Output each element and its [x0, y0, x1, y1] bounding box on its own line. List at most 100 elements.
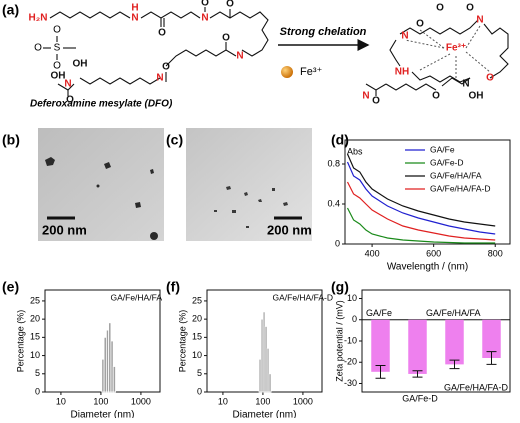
- category-label: GA/Fe-D: [402, 393, 438, 403]
- atom: N: [476, 15, 483, 26]
- y-tick-label: 20: [30, 314, 40, 324]
- atom: S: [54, 43, 61, 54]
- atom: N: [401, 31, 408, 42]
- x-tick-label: 600: [426, 248, 441, 258]
- atom: NH: [395, 67, 409, 78]
- scale-bar-label: 200 nm: [42, 222, 87, 237]
- scale-bar-label: 200 nm: [267, 222, 312, 237]
- y-tick-label: 25: [30, 295, 40, 305]
- atom: O: [53, 25, 61, 36]
- y-axis-title: Percentage (%): [177, 310, 187, 373]
- y-tick-label: 5: [197, 368, 202, 378]
- atom: N: [156, 73, 163, 84]
- iron-ball: [281, 66, 293, 78]
- atom: O: [53, 61, 61, 72]
- tem-particles: [45, 157, 158, 240]
- series-line: [346, 207, 496, 244]
- error-bar: [486, 351, 497, 365]
- atom: OH: [469, 91, 484, 102]
- atom: O: [158, 28, 166, 39]
- x-tick-label: 800: [488, 248, 503, 258]
- histogram-bar: [112, 366, 116, 393]
- bar: [445, 319, 464, 365]
- tem-image: [186, 128, 312, 241]
- y-tick-label: 15: [192, 332, 202, 342]
- annotation: GA/Fe/HA/FA-D: [273, 292, 333, 302]
- atom: Fe³⁺: [446, 43, 466, 54]
- x-axis-title: Diameter (nm): [233, 410, 297, 418]
- atom: O: [201, 0, 209, 9]
- chelation-bonds: [404, 25, 491, 80]
- legend-label: GA/Fe/HA/FA: [430, 170, 482, 180]
- y-axis-title: Percentage (%): [15, 310, 25, 373]
- panel-label: (e): [2, 279, 19, 295]
- x-tick-label: 400: [365, 248, 380, 258]
- error-bar: [449, 359, 460, 370]
- x-tick-label: 10: [56, 396, 66, 406]
- legend-label: GA/Fe-D: [430, 157, 464, 167]
- panel-label: (c): [166, 132, 183, 148]
- y-tick-label: 0: [352, 314, 357, 324]
- category-label: GA/Fe/HA/FA: [426, 308, 481, 318]
- x-tick-label: 100: [93, 396, 108, 406]
- y-tick-label: 15: [30, 332, 40, 342]
- y-tick-label: 25: [192, 295, 202, 305]
- annotation: GA/Fe/HA/FA: [111, 292, 163, 302]
- y-tick-label: 5: [35, 368, 40, 378]
- y-tick-label: 20: [192, 314, 202, 324]
- atom: N: [201, 13, 208, 24]
- atom: O: [466, 3, 474, 14]
- x-tick-label: 1000: [131, 396, 151, 406]
- bar: [408, 319, 427, 374]
- y-tick-label: 0.8: [327, 158, 340, 168]
- bar: [482, 319, 501, 358]
- legend-label: GA/Fe/HA/FA-D: [430, 183, 490, 193]
- tem-image: [38, 128, 164, 241]
- series-line: [346, 181, 496, 241]
- y-tick-label: 0: [335, 238, 340, 248]
- atom: O: [66, 95, 74, 106]
- atom: O: [162, 62, 170, 73]
- atom: O: [436, 3, 444, 14]
- y-tick-label: -20: [344, 357, 357, 367]
- y-axis-title: Abs: [347, 146, 363, 156]
- x-tick-label: 100: [255, 396, 270, 406]
- atom: O: [372, 96, 380, 107]
- error-bar: [375, 364, 386, 379]
- y-tick-label: 0.4: [327, 198, 340, 208]
- atom: H: [131, 3, 138, 14]
- error-bar: [412, 370, 423, 378]
- arrow-text: Strong chelation: [280, 26, 367, 38]
- atom: N: [362, 91, 369, 102]
- x-tick-label: 1000: [293, 396, 313, 406]
- atom: OH: [73, 59, 88, 70]
- histogram-bar: [266, 347, 270, 393]
- ion-label: Fe³⁺: [300, 66, 323, 78]
- atom: O: [486, 73, 494, 84]
- series-line: [346, 153, 496, 227]
- atom: N: [236, 51, 243, 62]
- y-tick-label: 0: [197, 386, 202, 396]
- category-label: GA/Fe: [366, 308, 392, 318]
- x-tick-label: 10: [218, 396, 228, 406]
- y-tick-label: -10: [344, 335, 357, 345]
- atom: O: [222, 33, 230, 44]
- atom: N: [131, 13, 138, 24]
- atom: O: [226, 0, 234, 10]
- x-axis-title: Wavelength / (nm): [387, 262, 468, 273]
- panel-label: (d): [331, 132, 349, 148]
- atom: H₂N: [29, 13, 48, 24]
- bar: [371, 319, 390, 372]
- legend-label: GA/Fe: [430, 144, 455, 154]
- tem-particles: [214, 186, 288, 228]
- molecule-bonds: [43, 7, 509, 96]
- plot-frame: [344, 139, 511, 245]
- y-tick-label: 10: [192, 350, 202, 360]
- panel-label: (b): [2, 132, 20, 148]
- molecule-name: Deferoxamine mesylate (DFO): [30, 99, 173, 110]
- y-tick-label: 0: [35, 386, 40, 396]
- atom: O: [432, 91, 440, 102]
- panel-label: (a): [2, 2, 19, 18]
- series-line: [346, 161, 496, 235]
